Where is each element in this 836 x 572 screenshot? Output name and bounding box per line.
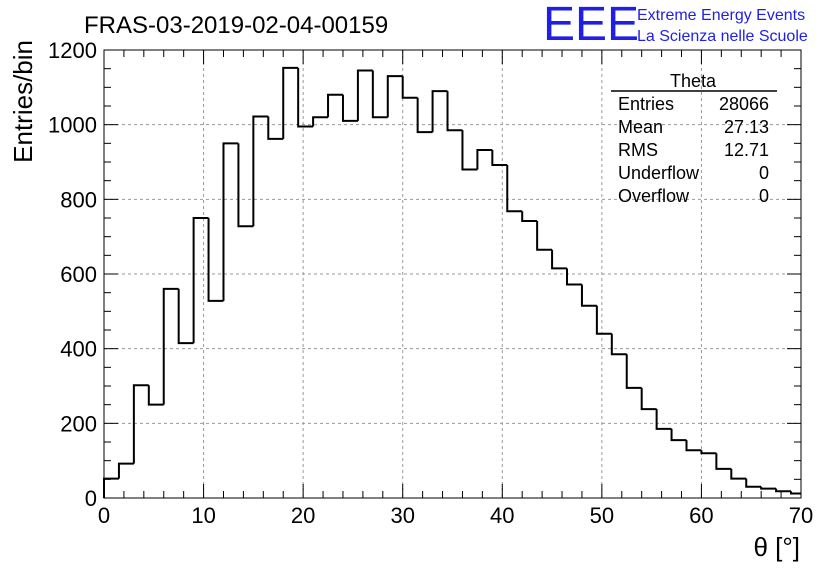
histogram-bin [401,76,418,99]
histogram-bin [312,116,329,127]
x-tick-label: 70 [789,503,813,528]
stats-label-entries: Entries [618,94,674,114]
histogram-bin [670,428,687,442]
histogram-bin [745,478,762,488]
y-tick-labels: 0 200 400 600 800 1000 1200 [48,38,97,511]
histogram-bars [103,66,801,498]
y-tick-label: 1200 [48,38,97,63]
histogram-bin [192,217,209,344]
y-tick-label: 1000 [48,113,97,138]
histogram-bin [103,477,119,498]
histogram-bin [551,249,568,270]
x-tick-label: 40 [490,503,514,528]
histogram-bin [282,66,299,139]
histogram-bin [536,220,553,251]
x-tick-label: 20 [291,503,315,528]
histogram-bin [267,116,284,140]
stats-label-mean: Mean [618,117,663,137]
stats-label-rms: RMS [618,140,658,160]
histogram-bin [700,450,717,455]
histogram-bin [715,453,732,470]
histogram-bin [580,284,597,307]
histogram-bin [297,67,314,128]
stats-box: Theta Entries 28066 Mean 27.13 RMS 12.71… [611,71,777,206]
histogram-bin [625,354,642,389]
histogram-bin [521,211,538,222]
stats-title: Theta [670,71,717,91]
histogram-bin [371,70,388,119]
x-tick-labels: 0 10 20 30 40 50 60 70 [98,503,813,528]
logo-line2: La Scienza nelle Scuole [637,28,808,45]
histogram-bin [760,486,777,490]
histogram-bin [252,115,269,227]
x-axis-title: θ [°] [753,532,800,562]
y-axis-title: Entries/bin [8,40,38,163]
histogram-bin [162,287,179,405]
histogram-bin [730,468,747,480]
logo: EEE Extreme Energy Events La Scienza nel… [543,0,808,51]
x-tick-label: 60 [689,503,713,528]
histogram-bin [775,488,792,493]
histogram-bin [595,305,612,335]
histogram-bin [610,333,627,356]
histogram-bin [566,268,582,286]
histogram-bin [790,491,801,495]
histogram-bin [476,149,493,170]
histogram-bin [655,409,672,430]
stats-value-rms: 12.71 [724,140,769,160]
stats-value-overflow: 0 [759,186,769,206]
x-tick-label: 0 [98,503,110,528]
x-tick-label: 10 [191,503,215,528]
histogram-bin [446,91,463,132]
y-tick-label: 600 [60,262,97,287]
histogram-bin [327,93,343,118]
histogram-bin [222,142,239,301]
x-tick-label: 30 [390,503,414,528]
y-tick-label: 800 [60,187,97,212]
y-tick-label: 400 [60,337,97,362]
chart-title: FRAS-03-2019-02-04-00159 [84,12,388,39]
histogram-bin [237,143,254,228]
histogram-bin [685,440,702,452]
x-tick-label: 50 [590,503,614,528]
histogram-bin [640,387,657,411]
logo-mark: EEE [543,0,639,51]
stats-label-overflow: Overflow [618,186,690,206]
histogram-bin [341,94,358,122]
histogram-bin [506,164,523,213]
histogram-bin [491,150,508,166]
y-tick-label: 0 [85,486,97,511]
stats-value-underflow: 0 [759,163,769,183]
axis-ticks [103,49,802,499]
histogram-bin [356,69,373,121]
y-tick-label: 200 [60,411,97,436]
histogram-bin [147,385,164,406]
logo-line1: Extreme Energy Events [637,7,805,24]
histogram-bin [416,97,433,134]
stats-value-mean: 27.13 [724,117,769,137]
histogram-bin [177,288,194,345]
histogram-bin [117,462,134,479]
histogram-bin [207,218,224,302]
histogram-bin [461,130,478,171]
stats-value-entries: 28066 [719,94,769,114]
stats-label-underflow: Underflow [618,163,700,183]
histogram-bin [132,384,149,464]
grid-lines [104,50,801,498]
histogram-bin [431,90,448,133]
histogram-bin [386,75,403,118]
